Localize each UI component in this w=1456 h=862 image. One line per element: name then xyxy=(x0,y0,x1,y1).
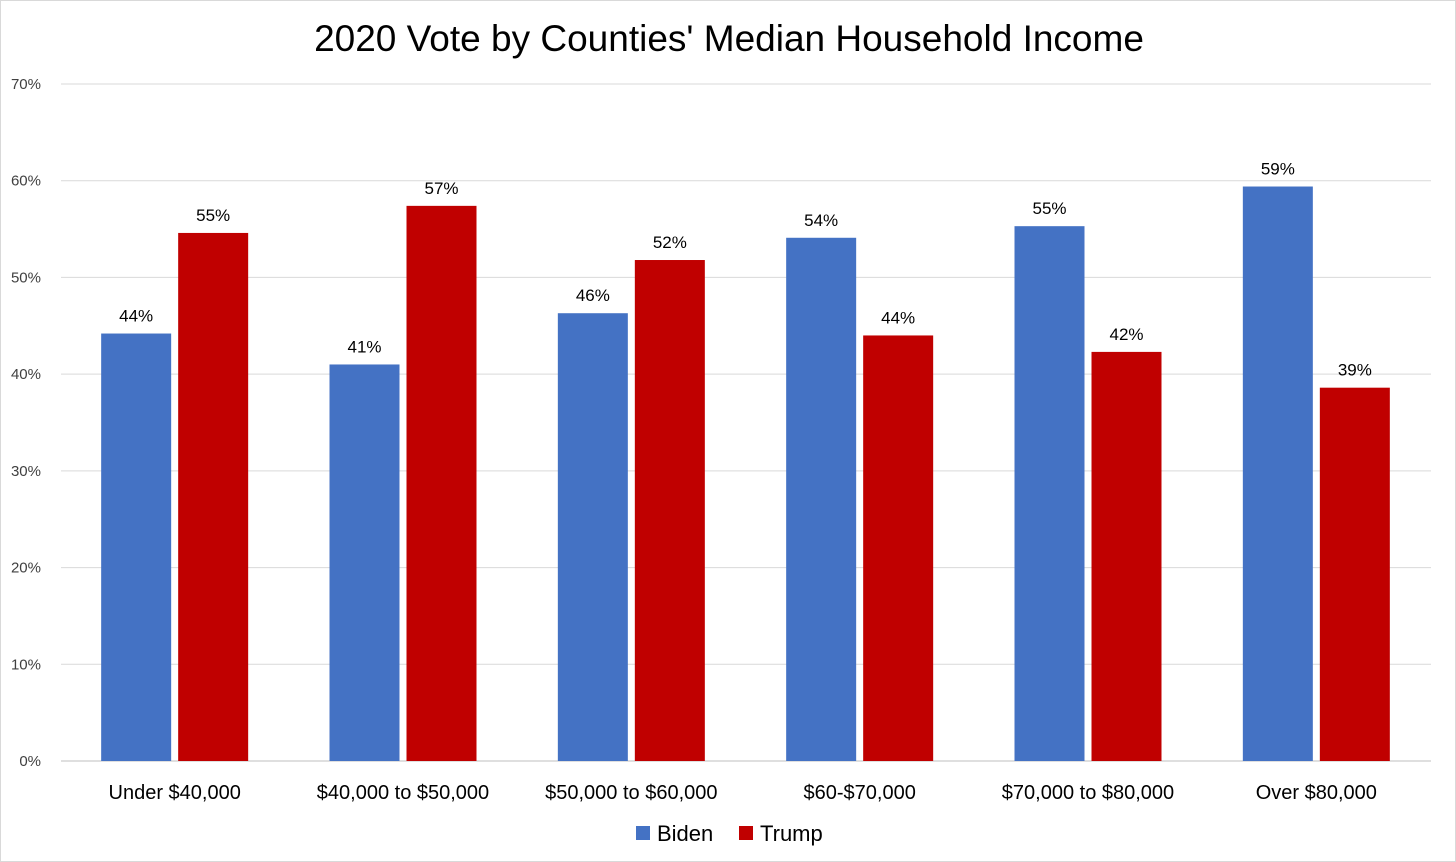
y-tick-label: 70% xyxy=(11,76,41,93)
y-tick-label: 10% xyxy=(11,656,41,673)
bar-trump xyxy=(634,260,705,761)
bar-biden xyxy=(1242,186,1313,761)
legend-label-trump: Trump xyxy=(760,821,823,846)
bar-biden xyxy=(786,237,857,762)
y-tick-label: 0% xyxy=(19,753,41,770)
chart-title: 2020 Vote by Counties' Median Household … xyxy=(314,18,1144,59)
x-tick-label: Over $80,000 xyxy=(1256,782,1377,804)
data-label-trump: 55% xyxy=(196,206,230,225)
y-tick-label: 20% xyxy=(11,560,41,577)
bar-biden xyxy=(1014,226,1085,762)
gridlines xyxy=(61,83,1431,762)
y-tick-label: 30% xyxy=(11,463,41,480)
x-axis-ticks: Under $40,000 $40,000 to $50,000 $50,000 t… xyxy=(109,782,1377,804)
y-tick-label: 50% xyxy=(11,269,41,286)
data-label-biden: 54% xyxy=(804,211,838,230)
x-tick-label: $40,000 to $50,000 xyxy=(317,782,489,804)
bar-trump xyxy=(1319,387,1390,761)
bar-biden xyxy=(329,364,400,761)
y-tick-label: 60% xyxy=(11,173,41,190)
data-label-biden: 59% xyxy=(1261,160,1295,179)
bar-trump xyxy=(1091,351,1162,761)
x-tick-label: Under $40,000 xyxy=(109,782,241,804)
legend-label-biden: Biden xyxy=(657,821,713,846)
data-label-trump: 44% xyxy=(881,308,915,327)
legend-swatch-biden xyxy=(636,826,650,840)
legend-swatch-trump xyxy=(739,826,753,840)
x-tick-label: $50,000 to $60,000 xyxy=(545,782,717,804)
data-label-trump: 57% xyxy=(424,179,458,198)
bar-biden xyxy=(101,333,172,761)
x-tick-label: $70,000 to $80,000 xyxy=(1002,782,1174,804)
data-label-biden: 41% xyxy=(347,337,381,356)
bar-trump xyxy=(863,335,934,761)
bar-biden xyxy=(557,313,628,761)
y-axis-ticks: 0% 10% 20% 30% 40% 50% 60% 70% xyxy=(11,76,41,770)
bars xyxy=(101,186,1390,762)
data-label-biden: 46% xyxy=(576,286,610,305)
x-tick-label: $60-$70,000 xyxy=(804,782,916,804)
bar-trump xyxy=(406,205,477,762)
data-label-biden: 55% xyxy=(1032,199,1066,218)
data-label-biden: 44% xyxy=(119,307,153,326)
data-label-trump: 52% xyxy=(653,233,687,252)
bar-trump xyxy=(178,232,249,761)
y-tick-label: 40% xyxy=(11,366,41,383)
data-labels: 44% 55% 41% 57% 46% 52% 54% 44% 55% 42% 59% 39% xyxy=(119,160,1372,380)
legend: Biden Trump xyxy=(636,821,823,846)
data-label-trump: 39% xyxy=(1338,361,1372,380)
data-label-trump: 42% xyxy=(1109,325,1143,344)
